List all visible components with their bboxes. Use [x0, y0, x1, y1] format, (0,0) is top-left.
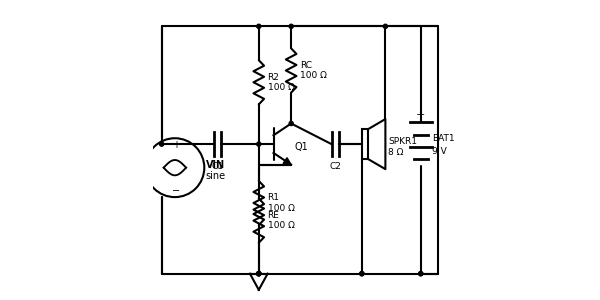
Text: BAT1: BAT1: [433, 134, 455, 143]
Circle shape: [257, 142, 261, 146]
Circle shape: [257, 24, 261, 28]
Text: C1: C1: [212, 162, 224, 171]
Text: 8 Ω: 8 Ω: [388, 148, 404, 158]
Text: RE
100 Ω: RE 100 Ω: [268, 211, 295, 230]
Text: VIN: VIN: [206, 160, 225, 170]
Circle shape: [360, 272, 364, 276]
Circle shape: [360, 272, 364, 276]
Text: 9 V: 9 V: [433, 147, 447, 156]
Text: RC
100 Ω: RC 100 Ω: [300, 61, 327, 80]
Text: +: +: [172, 140, 181, 150]
Text: R2
100 Ω: R2 100 Ω: [268, 73, 295, 92]
Circle shape: [289, 122, 293, 126]
Circle shape: [160, 142, 164, 146]
Circle shape: [257, 272, 261, 276]
Text: +: +: [416, 110, 425, 120]
Polygon shape: [283, 158, 291, 165]
Text: R1
100 Ω: R1 100 Ω: [268, 193, 295, 213]
Text: SPKR1: SPKR1: [388, 137, 418, 146]
Circle shape: [257, 272, 261, 276]
Text: Q1: Q1: [294, 142, 308, 152]
Text: C2: C2: [329, 162, 341, 171]
Text: −: −: [172, 186, 181, 196]
Circle shape: [257, 272, 261, 276]
Circle shape: [419, 272, 423, 276]
Bar: [362, 129, 368, 159]
Circle shape: [257, 272, 261, 276]
Circle shape: [383, 24, 388, 28]
Circle shape: [419, 272, 423, 276]
Circle shape: [289, 24, 293, 28]
Text: sine: sine: [206, 172, 226, 182]
